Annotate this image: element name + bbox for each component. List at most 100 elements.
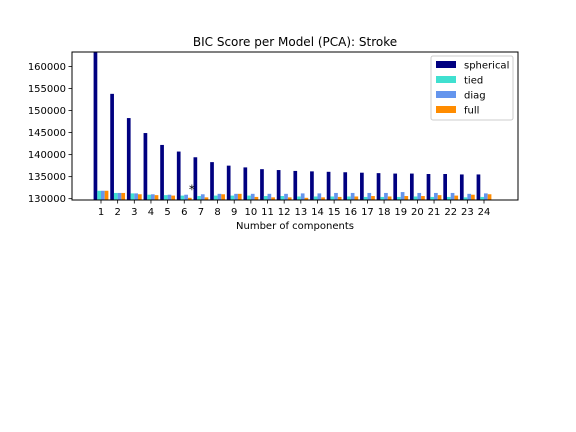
bar-full-5 [171, 195, 176, 200]
bar-tied-14 [313, 196, 318, 200]
y-axis: 130000 135000 140000 145000 150000 155000 1600… [28, 62, 72, 205]
legend-label-full: full [464, 106, 479, 117]
y-tick-label: 150000 [28, 106, 66, 117]
bar-diag-2 [117, 192, 122, 200]
x-tick-label: 24 [478, 207, 491, 218]
bar-full-3 [138, 194, 142, 200]
x-tick-label: 11 [261, 207, 274, 218]
bar-full-21 [437, 195, 442, 200]
plot-annotations: * [189, 183, 195, 197]
bar-spherical-9 [226, 165, 231, 200]
bar-tied-4 [147, 194, 151, 200]
x-tick-label: 9 [231, 207, 237, 218]
x-axis-label: Number of components [236, 221, 354, 232]
bar-diag-5 [167, 194, 172, 200]
bar-diag-23 [467, 193, 472, 200]
bar-spherical-6 [176, 151, 181, 200]
bar-tied-3 [130, 193, 135, 200]
legend-swatch-spherical [436, 61, 456, 68]
bar-diag-12 [284, 193, 288, 200]
x-tick-label: 19 [394, 207, 407, 218]
bar-spherical-8 [210, 162, 214, 200]
x-axis: 1 2 3 4 5 6 7 8 9 10 11 12 13 14 15 16 17 18 19 20 21 22 23 24 [98, 200, 491, 218]
bar-tied-8 [213, 195, 218, 200]
bar-diag-7 [200, 194, 205, 200]
bar-spherical-12 [276, 170, 281, 200]
legend: spherical tied diag full [430, 55, 514, 121]
bar-diag-18 [384, 192, 388, 200]
x-tick-label: 3 [131, 207, 137, 218]
bar-full-23 [471, 194, 475, 200]
x-tick-label: 1 [98, 207, 104, 218]
bar-tied-6 [180, 195, 185, 200]
bar-full-6 [187, 197, 192, 200]
bar-full-7 [204, 197, 209, 200]
bar-tied-18 [380, 196, 385, 200]
bar-full-13 [304, 197, 309, 200]
bar-spherical-18 [376, 173, 381, 200]
bar-full-14 [321, 197, 325, 200]
bar-tied-23 [463, 197, 468, 200]
x-tick-label: 5 [164, 207, 170, 218]
bar-spherical-16 [343, 172, 348, 200]
bar-diag-10 [250, 193, 255, 200]
bar-tied-5 [163, 195, 168, 200]
plot-frame [71, 51, 519, 201]
bar-spherical-7 [193, 157, 198, 200]
legend-label-diag: diag [464, 91, 486, 102]
bar-tied-7 [197, 196, 201, 200]
legend-swatch-tied [436, 76, 456, 83]
bar-spherical-19 [393, 173, 398, 200]
bar-spherical-11 [260, 169, 264, 200]
x-tick-label: 2 [114, 207, 120, 218]
bar-diag-6 [184, 194, 188, 200]
bar-diag-8 [217, 193, 222, 200]
bar-spherical-20 [409, 173, 414, 200]
bar-spherical-23 [459, 174, 464, 200]
bar-diag-19 [400, 192, 405, 200]
bar-spherical-2 [110, 93, 114, 200]
plot-bars [93, 52, 492, 200]
y-tick-label: 145000 [28, 128, 66, 139]
bar-full-22 [454, 195, 459, 200]
bar-diag-9 [234, 193, 238, 200]
bar-spherical-4 [143, 133, 148, 200]
bar-spherical-13 [293, 170, 298, 200]
bar-full-1 [104, 190, 109, 200]
bar-full-24 [487, 194, 492, 200]
bar-spherical-22 [443, 174, 447, 200]
x-tick-label: 16 [344, 207, 357, 218]
bar-diag-4 [150, 194, 155, 200]
bar-tied-10 [247, 195, 251, 200]
bar-full-12 [287, 197, 292, 200]
best-model-marker: * [189, 183, 195, 197]
bar-spherical-5 [160, 144, 164, 200]
bar-diag-14 [317, 193, 322, 200]
bar-spherical-3 [126, 118, 131, 200]
legend-box [430, 55, 514, 121]
bar-tied-21 [430, 196, 435, 200]
x-tick-label: 7 [198, 207, 204, 218]
bar-tied-20 [413, 196, 418, 200]
bar-tied-1 [97, 190, 101, 200]
x-tick-label: 22 [444, 207, 457, 218]
bar-spherical-10 [243, 167, 248, 200]
x-tick-label: 13 [294, 207, 307, 218]
bar-full-16 [354, 196, 359, 200]
y-tick-label: 160000 [28, 62, 66, 73]
bar-full-20 [421, 196, 425, 200]
bar-full-10 [254, 196, 259, 200]
y-tick-label: 130000 [28, 194, 66, 205]
bar-full-17 [371, 196, 375, 200]
bar-spherical-24 [476, 174, 481, 200]
legend-swatch-diag [436, 91, 456, 98]
x-tick-label: 20 [411, 207, 424, 218]
bar-spherical-17 [360, 172, 364, 200]
bar-tied-15 [330, 196, 335, 200]
bar-full-4 [154, 195, 159, 200]
bar-full-15 [337, 196, 342, 200]
bar-diag-24 [484, 193, 488, 200]
bar-spherical-15 [326, 171, 331, 200]
bar-spherical-21 [426, 174, 431, 200]
